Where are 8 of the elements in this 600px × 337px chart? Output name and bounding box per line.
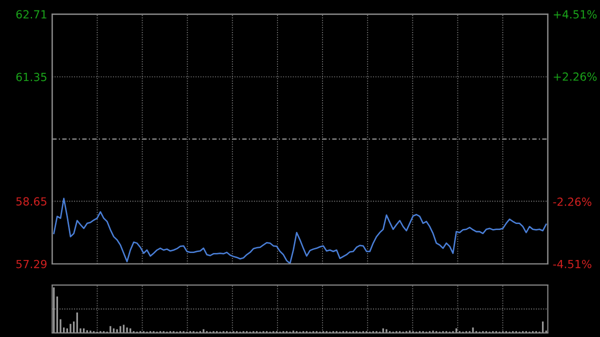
y-tick-label: 61.35 [16,72,46,82]
y2-tick-label: +4.51% [554,10,597,19]
y2-tick-label: -2.26% [553,198,592,206]
y2-tick-label: -4.51% [553,260,592,268]
y-tick-label: 57.29 [16,260,47,268]
y-tick-label: 62.71 [16,10,46,19]
y-tick-label: 58.65 [16,197,46,206]
y2-tick-label: +2.26% [554,72,597,81]
